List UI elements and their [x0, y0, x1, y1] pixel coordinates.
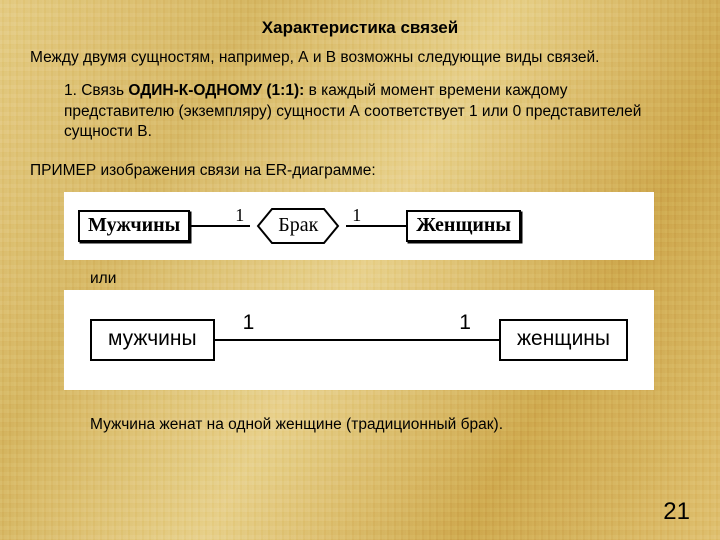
numbered-paragraph: 1. Связь ОДИН-К-ОДНОМУ (1:1): в каждый м… [64, 81, 654, 141]
cardinality-left-b: 1 [243, 311, 255, 335]
page-number: 21 [663, 498, 690, 526]
connector-right-a: 1 [346, 225, 406, 227]
entity-left-b: мужчины [90, 319, 215, 361]
intro-text: Между двумя сущностям, например, А и В в… [30, 48, 690, 67]
er-diagram-simple: мужчины 1 1 женщины [64, 290, 654, 390]
slide-title: Характеристика связей [30, 18, 690, 38]
er-diagram-chen: Мужчины 1 Брак 1 Женщины [64, 192, 654, 260]
entity-right-a: Женщины [406, 210, 521, 242]
relationship-label: Брак [278, 214, 318, 237]
numbered-bold: ОДИН-К-ОДНОМУ (1:1): [128, 82, 304, 99]
relationship-diamond: Брак [250, 206, 346, 246]
connector-b: 1 1 [215, 339, 499, 342]
cardinality-right-b: 1 [459, 311, 471, 335]
entity-right-b: женщины [499, 319, 628, 361]
caption-text: Мужчина женат на одной женщине (традицио… [90, 416, 690, 434]
numbered-prefix: 1. Связь [64, 82, 128, 99]
entity-left-a: Мужчины [78, 210, 190, 242]
cardinality-right-a: 1 [352, 205, 361, 226]
connector-left-a: 1 [190, 225, 250, 227]
cardinality-left-a: 1 [235, 205, 244, 226]
or-label: или [90, 270, 690, 288]
slide-root: Характеристика связей Между двумя сущнос… [0, 0, 720, 540]
example-lead: ПРИМЕР изображения связи на ER-диаграмме… [30, 162, 690, 180]
